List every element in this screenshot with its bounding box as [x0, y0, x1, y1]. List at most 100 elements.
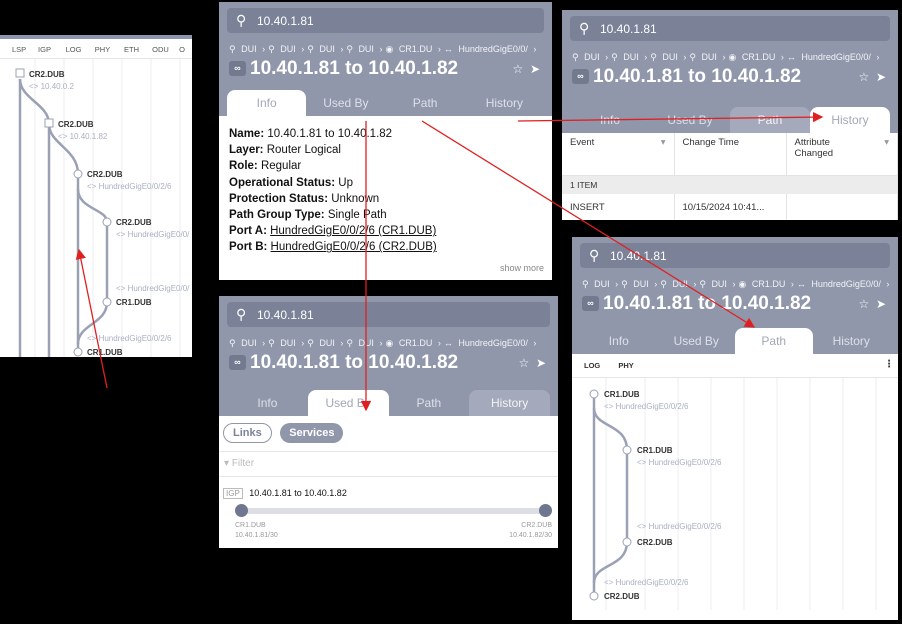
tab-path[interactable]: Path — [416, 396, 442, 410]
breadcrumb-item[interactable]: ⚲ DUI › — [611, 52, 648, 62]
column-header-change-time[interactable]: Change Time — [674, 133, 787, 175]
tab-history[interactable]: History — [485, 96, 524, 110]
column-igp[interactable]: IGP — [38, 45, 51, 54]
navigate-icon[interactable]: ➤ — [529, 62, 540, 76]
tab-info[interactable]: Info — [227, 90, 307, 116]
breadcrumb-item[interactable]: ⚲ DUI › — [346, 338, 383, 348]
breadcrumb-item[interactable]: ⚲ DUI › — [689, 52, 726, 62]
column-header-attribute-changed[interactable]: Attribute Changed ▾ — [786, 133, 898, 175]
breadcrumb-item[interactable]: ↔ HundredGigE0/0/ › — [443, 44, 537, 54]
node-marker[interactable] — [73, 347, 83, 357]
pin-icon: ⚲ — [307, 338, 314, 348]
layer-tab-log[interactable]: LOG — [584, 361, 601, 370]
node-marker[interactable] — [102, 217, 112, 227]
breadcrumb-item[interactable]: ⚲ DUI › — [229, 338, 266, 348]
filter-input[interactable]: ▾ Filter — [219, 452, 558, 477]
breadcrumb-item[interactable]: ⚲ DUI › — [650, 52, 687, 62]
node-marker[interactable] — [102, 297, 112, 307]
navigate-icon[interactable]: ➤ — [875, 70, 886, 84]
field-value[interactable]: HundredGigE0/0/2/6 (CR1.DUB) — [270, 225, 437, 238]
star-icon[interactable]: ☆ — [512, 62, 524, 76]
breadcrumb-item[interactable]: ↔ HundredGigE0/0/ › — [786, 52, 880, 62]
node-marker[interactable] — [44, 118, 54, 128]
field-value: Single Path — [327, 209, 387, 222]
star-icon[interactable]: ☆ — [858, 70, 870, 84]
field-label: Port A: — [229, 225, 267, 238]
tab-used-by[interactable]: Used By — [307, 390, 389, 416]
tab-path[interactable]: Path — [735, 328, 813, 354]
breadcrumb-item[interactable]: ◉ CR1.DU › — [385, 338, 441, 348]
node-marker[interactable] — [15, 68, 25, 78]
node-marker[interactable] — [622, 537, 632, 547]
column-more[interactable]: O — [179, 45, 185, 54]
search-input[interactable]: ⚲ 10.40.1.81 — [580, 243, 890, 268]
node-marker[interactable] — [589, 389, 599, 399]
navigate-icon[interactable]: ➤ — [535, 356, 546, 370]
breadcrumb-item[interactable]: ⚲ DUI › — [268, 338, 305, 348]
breadcrumb-label: CR1.DU — [398, 44, 433, 54]
used-by-panel: ⚲ 10.40.1.81 ⚲ DUI › ⚲ DUI › ⚲ DUI › ⚲ DUI ›… — [219, 296, 558, 548]
tab-info[interactable]: Info — [599, 113, 620, 127]
service-item[interactable]: IGP 10.40.1.81 to 10.40.1.82 CR1.DUB 10.4… — [219, 477, 558, 547]
star-icon[interactable]: ☆ — [518, 356, 530, 370]
column-log[interactable]: LOG — [65, 45, 82, 54]
tab-path[interactable]: Path — [730, 107, 810, 133]
tab-used-by[interactable]: Used By — [323, 96, 369, 110]
show-more-link[interactable]: show more — [499, 263, 544, 273]
breadcrumb-item[interactable]: ◉ CR1.DU › — [728, 52, 784, 62]
node-marker[interactable] — [622, 445, 632, 455]
breadcrumb-item[interactable]: ⚲ DUI › — [621, 279, 658, 289]
more-options-icon[interactable]: ⋮ — [884, 359, 894, 370]
search-input[interactable]: ⚲ 10.40.1.81 — [570, 16, 890, 41]
breadcrumb-item[interactable]: ↔ HundredGigE0/0/ › — [796, 279, 890, 289]
tab-path[interactable]: Path — [412, 96, 438, 110]
filter-icon[interactable]: ▾ — [884, 137, 889, 148]
breadcrumb-item[interactable]: ⚲ DUI › — [572, 52, 609, 62]
breadcrumb-item[interactable]: ⚲ DUI › — [346, 44, 383, 54]
breadcrumb-item[interactable]: ⚲ DUI › — [582, 279, 619, 289]
breadcrumb-item[interactable]: ◉ CR1.DU › — [385, 44, 441, 54]
field-value[interactable]: HundredGigE0/0/2/6 (CR2.DUB) — [270, 241, 437, 254]
column-phy[interactable]: PHY — [94, 45, 111, 54]
breadcrumb-item[interactable]: ⚲ DUI › — [699, 279, 736, 289]
breadcrumb-item[interactable]: ⚲ DUI › — [229, 44, 266, 54]
breadcrumb-item[interactable]: ⚲ DUI › — [660, 279, 697, 289]
tab-used-by[interactable]: Used By — [673, 334, 719, 348]
node-marker[interactable] — [73, 169, 83, 179]
info-field: Role: Regular — [229, 158, 542, 174]
field-label: Path Group Type: — [229, 209, 325, 222]
layer-tab-phy[interactable]: PHY — [618, 361, 634, 370]
search-value: 10.40.1.81 — [257, 14, 314, 28]
breadcrumb-label: HundredGigE0/0/ — [811, 279, 881, 289]
star-icon[interactable]: ☆ — [858, 297, 870, 311]
column-header-event[interactable]: Event ▾ — [562, 133, 675, 175]
column-eth[interactable]: ETH — [124, 45, 139, 54]
table-row[interactable]: INSERT 10/15/2024 10:41... — [562, 193, 898, 220]
page-title: ∞ 10.40.1.81 to 10.40.1.82 — [229, 352, 458, 374]
links-toggle[interactable]: Links — [223, 423, 272, 443]
navigate-icon[interactable]: ➤ — [875, 297, 886, 311]
breadcrumb-item[interactable]: ↔ HundredGigE0/0/ › — [443, 338, 537, 348]
search-input[interactable]: ⚲ 10.40.1.81 — [227, 8, 544, 33]
column-odu[interactable]: ODU — [152, 45, 169, 54]
tab-info[interactable]: Info — [608, 334, 629, 348]
breadcrumb-item[interactable]: ⚲ DUI › — [268, 44, 305, 54]
breadcrumb-item[interactable]: ⚲ DUI › — [307, 338, 344, 348]
tab-history[interactable]: History — [469, 390, 550, 416]
link-icon: ∞ — [229, 61, 246, 76]
tab-bar: Info Used By Path History — [227, 90, 544, 116]
endpoint-a-dot[interactable] — [235, 504, 248, 517]
column-lsp[interactable]: LSP — [12, 45, 27, 54]
tab-info[interactable]: Info — [257, 396, 278, 410]
search-input[interactable]: ⚲ 10.40.1.81 — [227, 302, 550, 327]
filter-icon[interactable]: ▾ — [660, 137, 666, 148]
services-toggle[interactable]: Services — [280, 423, 344, 443]
endpoint-b-dot[interactable] — [539, 504, 552, 517]
tab-history[interactable]: History — [810, 107, 890, 133]
tab-history[interactable]: History — [832, 334, 870, 348]
node-marker[interactable] — [589, 591, 599, 601]
tab-used-by[interactable]: Used By — [667, 113, 713, 127]
breadcrumb-item[interactable]: ◉ CR1.DU › — [738, 279, 794, 289]
breadcrumb-item[interactable]: ⚲ DUI › — [307, 44, 344, 54]
panel-header: ⚲ 10.40.1.81 ⚲ DUI › ⚲ DUI › ⚲ DUI › ⚲ DUI ›… — [219, 2, 552, 116]
